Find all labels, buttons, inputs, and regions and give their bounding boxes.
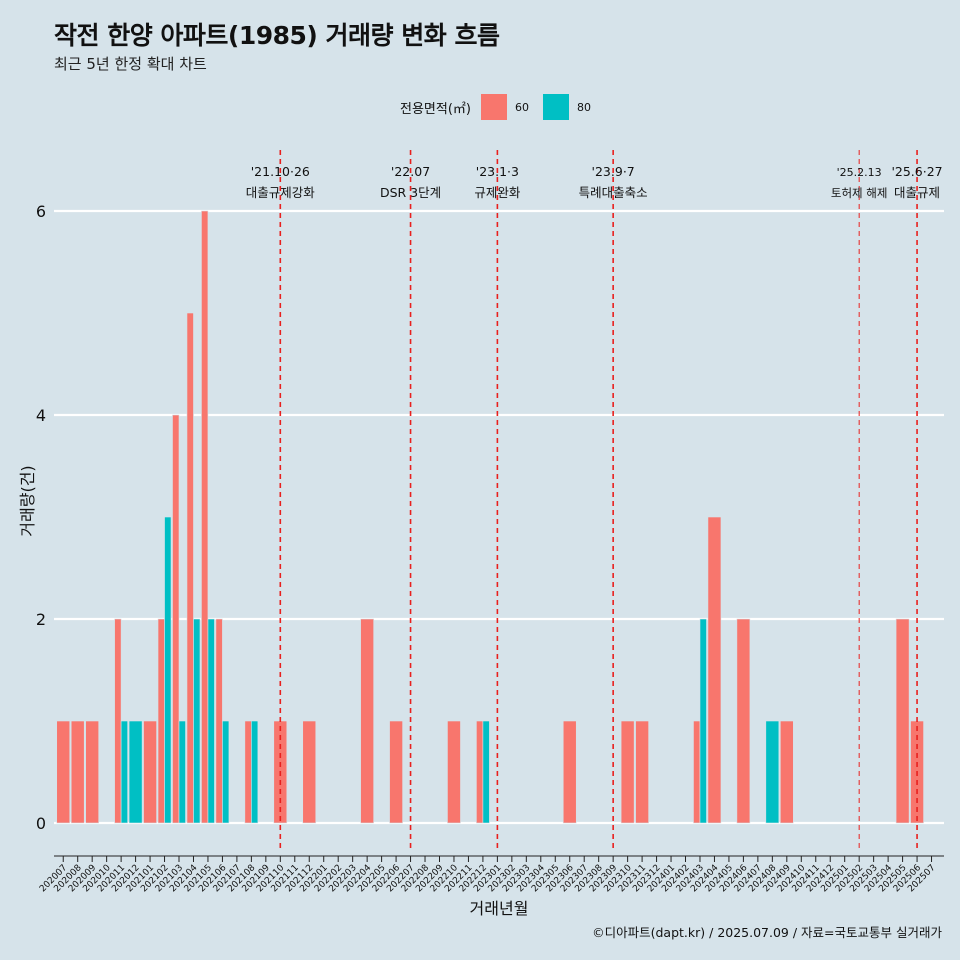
legend-label-80: 80 — [576, 100, 591, 114]
legend-label-60: 60 — [514, 100, 529, 114]
event-label-2: DSR 3단계 — [380, 185, 441, 200]
bar-60-202112 — [302, 720, 317, 824]
bar-80-202403 — [699, 618, 707, 824]
x-axis-title: 거래년월 — [470, 899, 529, 918]
event-date-3: '23.1·3 — [476, 164, 519, 179]
bar-60-202009 — [85, 720, 99, 824]
bar-60-202102 — [157, 618, 165, 824]
bar-60-202206 — [389, 720, 403, 824]
bar-60-202106 — [215, 618, 223, 824]
event-date-2: '22.07 — [391, 164, 430, 179]
bar-60-202007 — [56, 720, 71, 824]
bar-60-202306 — [562, 720, 577, 824]
bar-80-202106 — [222, 720, 230, 824]
y-tick-label-6: 6 — [36, 202, 46, 221]
event-label-1: 대출규제강화 — [246, 185, 316, 200]
event-date-1: '21.10·26 — [251, 164, 310, 179]
bar-80-202104 — [193, 618, 201, 824]
bar-60-202311 — [635, 720, 649, 824]
bar-60-202101 — [143, 720, 157, 824]
event-date-4: '23.9·7 — [592, 164, 635, 179]
legend: 전용면적(㎡) 60 80 — [400, 93, 605, 121]
bar-80-202011 — [120, 720, 128, 824]
source-caption: ©디아파트(dapt.kr) / 2025.07.09 / 자료=국토교통부 실… — [592, 925, 942, 940]
event-date-6: '25.6·27 — [891, 164, 942, 179]
bar-80-202103 — [178, 720, 186, 824]
bar-60-202403 — [693, 720, 701, 824]
bar-60-202108 — [244, 720, 252, 824]
bar-80-202212 — [482, 720, 490, 824]
y-tick-label-2: 2 — [36, 610, 46, 629]
bar-60-202310 — [620, 720, 635, 824]
legend-item-60: 60 — [480, 94, 537, 120]
bar-60-202406 — [736, 618, 751, 824]
event-label-6: 대출규제 — [894, 185, 940, 200]
bar-60-202212 — [476, 720, 484, 824]
bar-60-202103 — [172, 414, 180, 824]
bar-60-202210 — [447, 720, 461, 824]
bar-80-202408 — [765, 720, 780, 824]
y-tick-label-4: 4 — [36, 406, 46, 425]
bar-60-202404 — [707, 516, 722, 824]
bar-80-202105 — [207, 618, 215, 824]
y-tick-label-0: 0 — [36, 814, 46, 833]
bar-60-202104 — [186, 312, 194, 824]
chart-title: 작전 한양 아파트(1985) 거래량 변화 흐름 — [54, 21, 500, 50]
event-date-5: '25.2.13 — [837, 166, 882, 179]
bar-80-202108 — [251, 720, 259, 824]
bar-60-202204 — [360, 618, 374, 824]
legend-swatch-60 — [480, 94, 507, 120]
bar-60-202105 — [201, 210, 209, 824]
bar-60-202008 — [70, 720, 85, 824]
legend-item-80: 80 — [542, 94, 599, 120]
bar-60-202505 — [895, 618, 910, 824]
event-label-3: 규제완화 — [474, 185, 521, 200]
bar-60-202409 — [780, 720, 794, 824]
event-label-5: 토허제 해제 — [831, 186, 888, 200]
legend-title: 전용면적(㎡) — [400, 101, 471, 117]
bar-60-202011 — [114, 618, 122, 824]
y-axis-title: 거래량(건) — [18, 465, 37, 536]
chart-subtitle: 최근 5년 한정 확대 차트 — [54, 55, 207, 73]
bar-80-202012 — [128, 720, 143, 824]
event-label-4: 특례대출축소 — [579, 185, 648, 200]
legend-swatch-80 — [542, 94, 569, 120]
bar-80-202102 — [164, 516, 172, 824]
